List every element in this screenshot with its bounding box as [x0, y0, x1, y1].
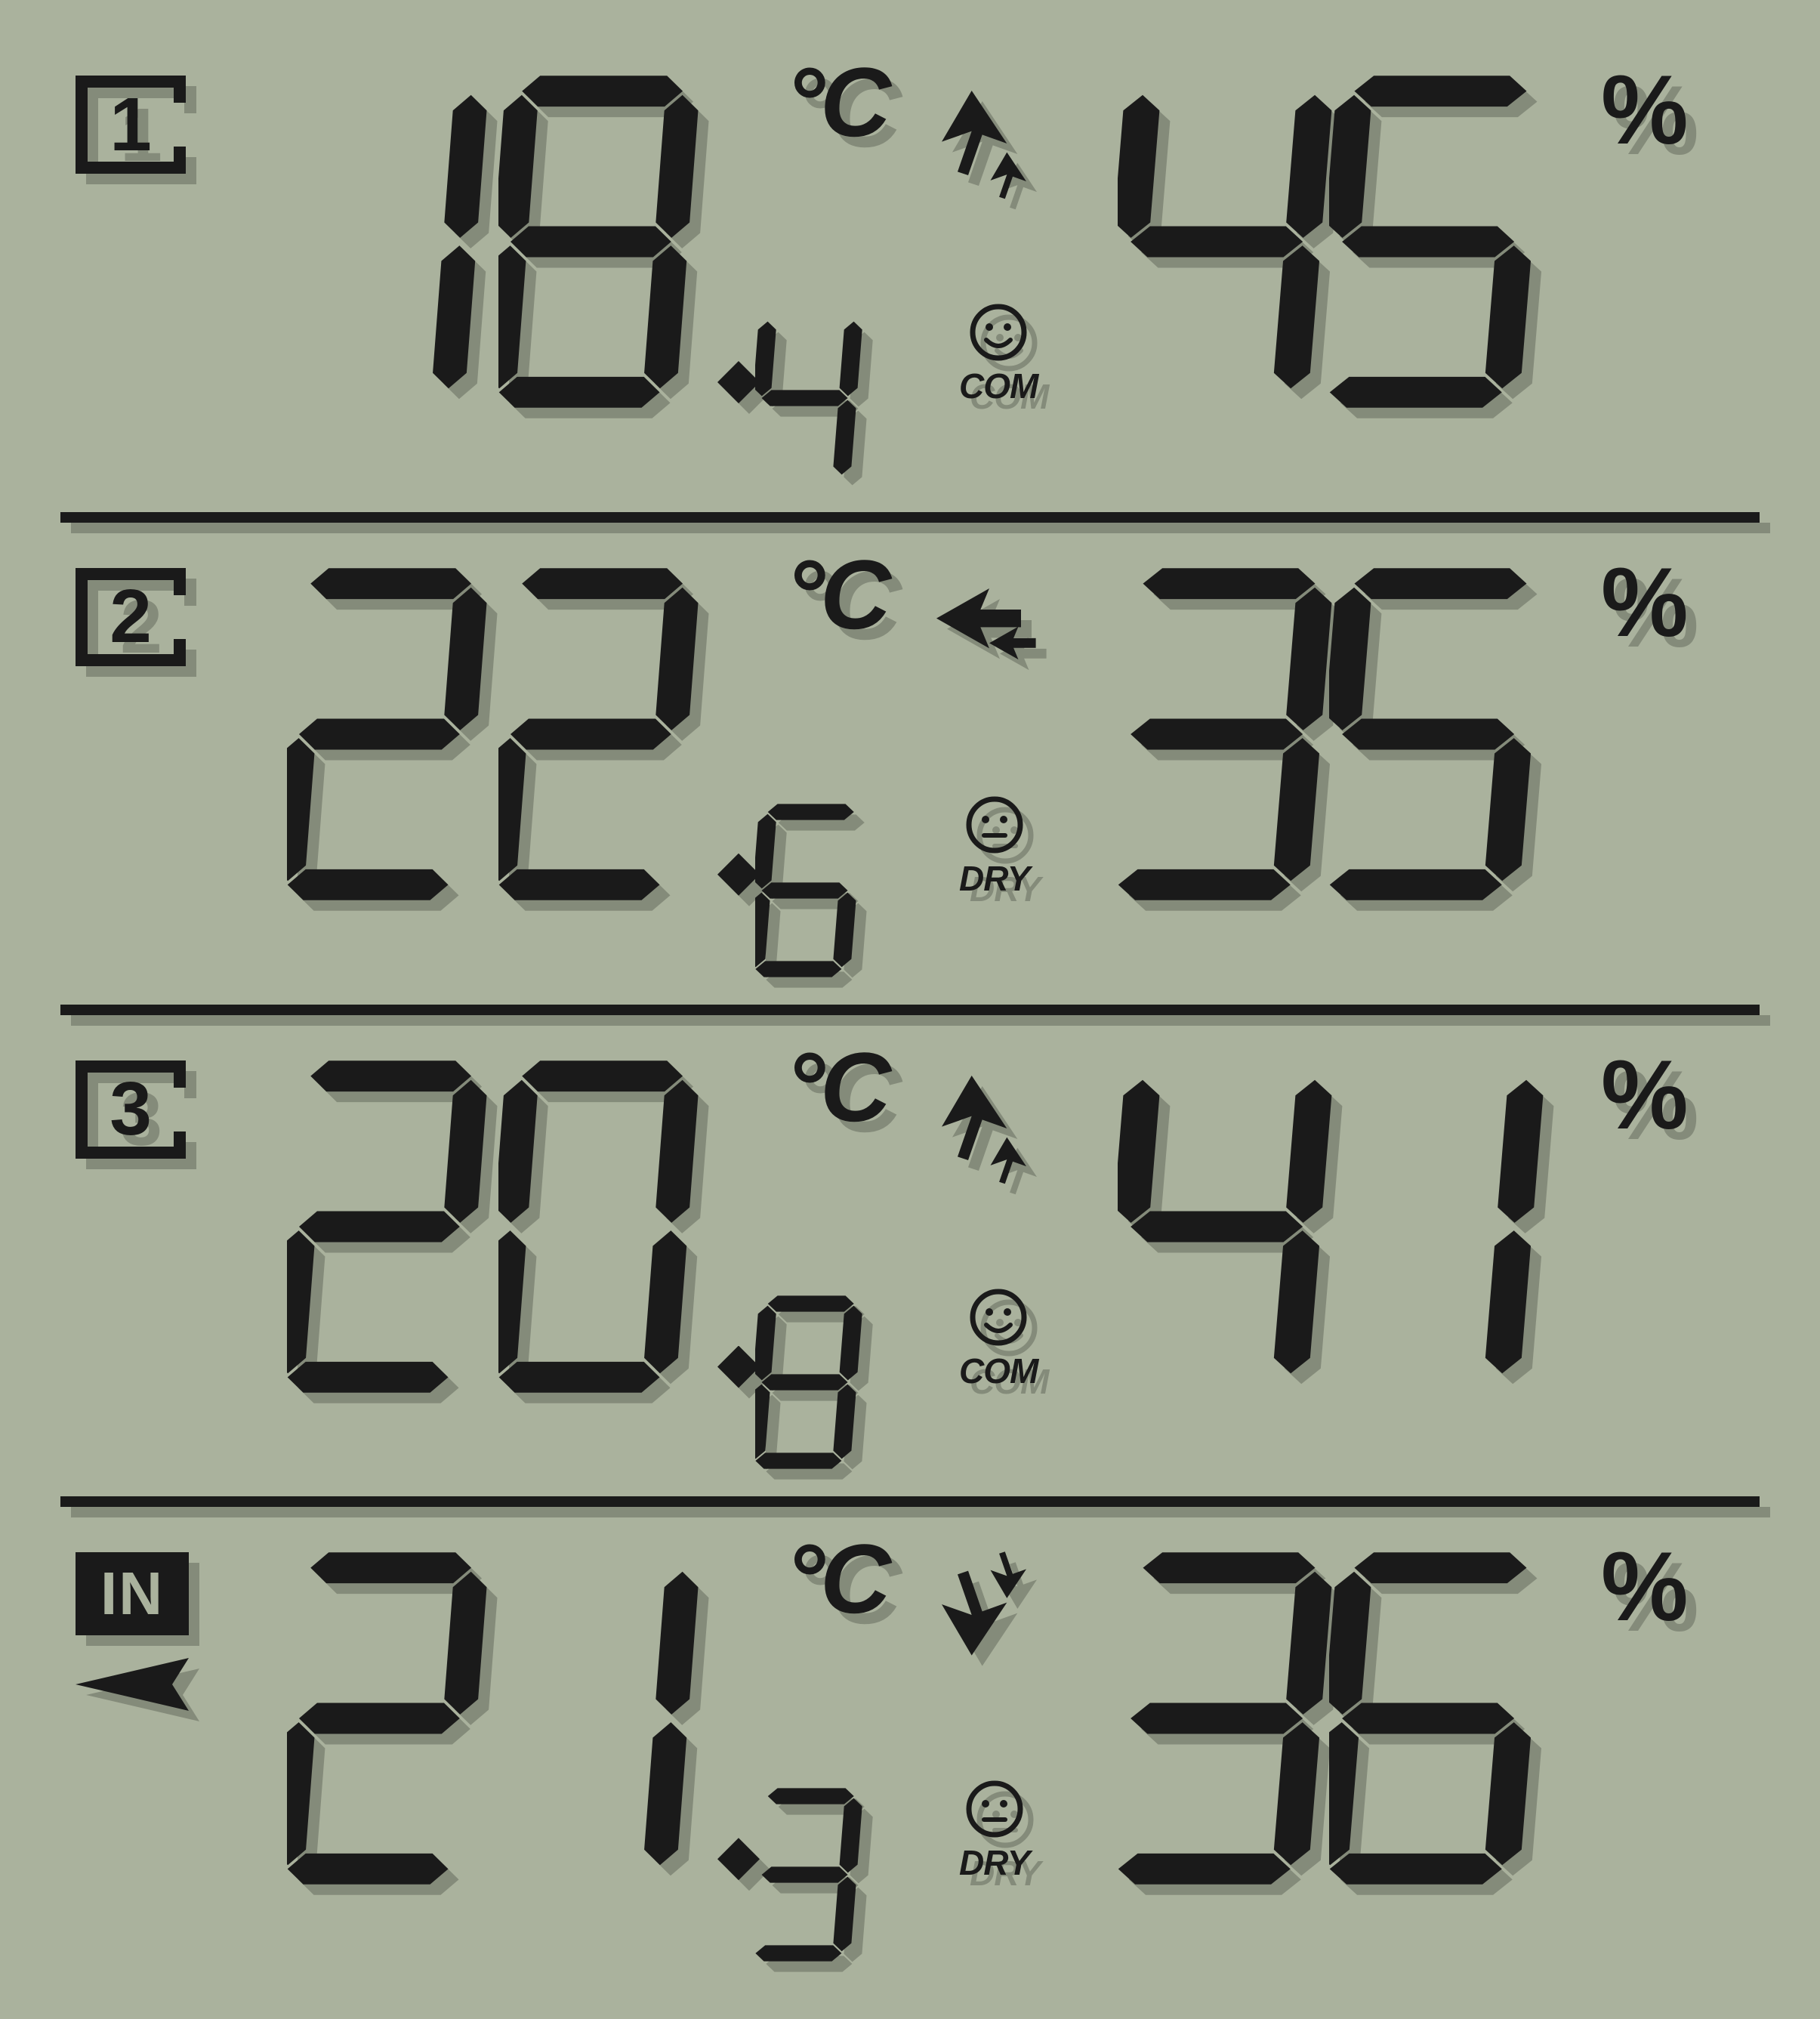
smile-face-icon [959, 1287, 1038, 1348]
temperature-value [287, 1053, 767, 1400]
reading-row-1: 1 °C COM % [30, 30, 1790, 512]
humidity-value [1118, 1545, 1541, 1892]
humidity-unit: % [1601, 1038, 1689, 1151]
temp-digit [498, 68, 710, 415]
smile-face-icon [959, 302, 1038, 363]
neutral-face-icon [959, 1779, 1029, 1839]
comfort-label: DRY [959, 858, 1029, 899]
temperature-decimal [755, 1784, 868, 1969]
temp-digit [287, 68, 498, 415]
temperature-decimal [755, 307, 868, 492]
temp-digit [498, 1545, 710, 1892]
humidity-digit [1118, 1053, 1329, 1400]
decimal-point-icon [717, 854, 760, 896]
reading-row-2: 2 °C DRY % [30, 523, 1790, 1005]
humidity-unit: % [1601, 545, 1689, 659]
temp-digit [287, 1053, 498, 1400]
humidity-digit [1118, 560, 1329, 908]
temp-digit [287, 1545, 498, 1892]
temperature-value [287, 560, 767, 908]
lcd-display: 1 °C COM % 2 °C [30, 30, 1790, 1989]
trend-down-icon [936, 1567, 1042, 1677]
humidity-digit [1329, 560, 1541, 908]
comfort-indicator: COM [959, 1287, 1038, 1391]
channel-badge-in: IN [76, 1552, 189, 1635]
humidity-value [1118, 1053, 1541, 1400]
temperature-decimal [755, 800, 868, 985]
temperature-decimal [755, 1292, 868, 1477]
comfort-label: COM [959, 366, 1038, 406]
channel-arrow-left-icon [76, 1658, 189, 1711]
comfort-label: DRY [959, 1842, 1029, 1883]
reading-row-3: 3 °C COM % [30, 1015, 1790, 1497]
comfort-indicator: COM [959, 302, 1038, 406]
channel-badge: 1 [76, 76, 174, 174]
temperature-value [287, 1545, 767, 1892]
decimal-point-icon [717, 361, 760, 403]
comfort-indicator: DRY [959, 1779, 1029, 1883]
neutral-face-icon [959, 795, 1029, 855]
temperature-unit: °C [785, 538, 887, 651]
temp-digit [287, 560, 498, 908]
humidity-unit: % [1601, 1530, 1689, 1643]
trend-flat-icon [936, 583, 1042, 693]
comfort-indicator: DRY [959, 795, 1029, 899]
temperature-unit: °C [785, 1522, 887, 1635]
row-divider [60, 512, 1760, 523]
channel-badge: 3 [76, 1060, 174, 1159]
humidity-digit [1118, 68, 1329, 415]
decimal-point-icon [717, 1838, 760, 1880]
temperature-unit: °C [785, 45, 887, 159]
humidity-value [1118, 560, 1541, 908]
row-divider [60, 1005, 1760, 1015]
trend-up-icon [936, 1076, 1042, 1185]
reading-row-in: IN °C DRY % [30, 1507, 1790, 1989]
humidity-digit [1329, 68, 1541, 415]
trend-up-icon [936, 91, 1042, 200]
channel-number: 1 [88, 88, 174, 162]
humidity-digit [1329, 1053, 1541, 1400]
temperature-unit: °C [785, 1030, 887, 1144]
temp-digit [498, 560, 710, 908]
decimal-point-icon [717, 1346, 760, 1388]
channel-number: 3 [88, 1073, 174, 1147]
temp-digit [498, 1053, 710, 1400]
comfort-label: COM [959, 1351, 1038, 1391]
channel-number: 2 [88, 580, 174, 654]
humidity-value [1118, 68, 1541, 415]
humidity-digit [1329, 1545, 1541, 1892]
channel-badge: 2 [76, 568, 174, 666]
humidity-unit: % [1601, 53, 1689, 166]
temperature-value [287, 68, 767, 415]
row-divider [60, 1496, 1760, 1507]
humidity-digit [1118, 1545, 1329, 1892]
